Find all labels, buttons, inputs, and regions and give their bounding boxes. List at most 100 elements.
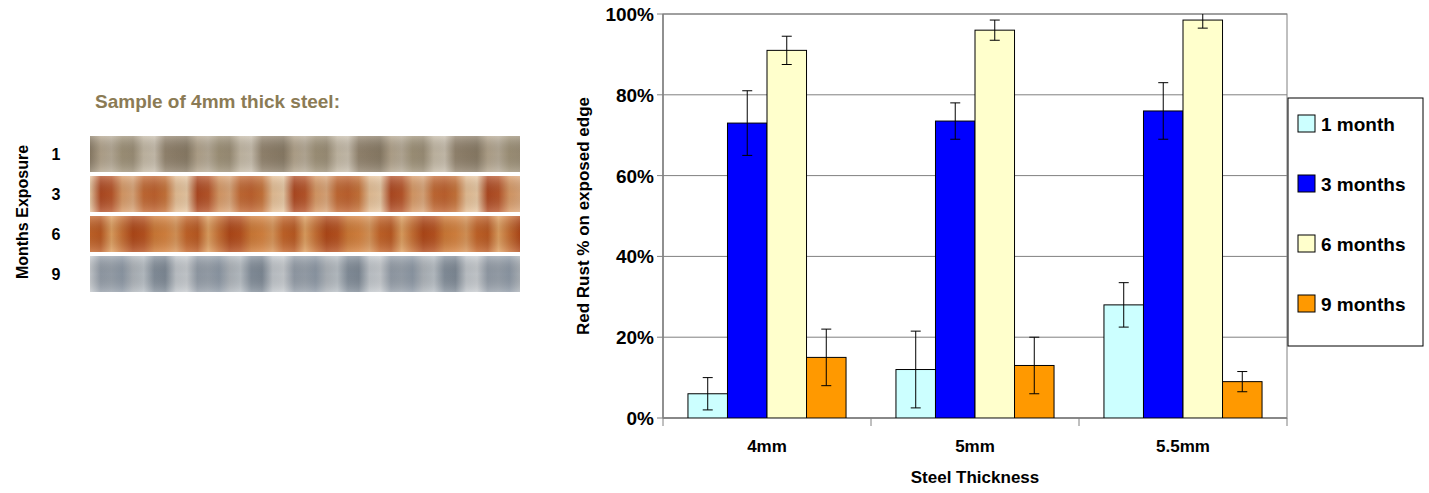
x-tick-label: 5mm [955,437,995,456]
error-bar [950,103,960,139]
legend-swatch [1298,115,1315,132]
error-bar-stem [915,331,916,408]
y-tick [657,14,663,15]
error-bar-stem [1163,83,1164,140]
error-bar-cap [821,385,831,386]
error-bar-stem [1202,14,1203,28]
error-bar-cap [782,64,792,65]
plot-frame [663,14,1287,418]
y-tick [657,418,663,419]
sample-strip [90,256,520,292]
sample-strip [90,176,520,212]
legend-label: 6 months [1321,234,1405,255]
error-bar-cap [911,331,921,332]
y-axis-line [662,14,664,418]
bar [727,123,767,418]
error-bar-cap [821,329,831,330]
sample-row-label: 6 [52,226,61,243]
sample-row-label: 1 [52,146,61,163]
error-bar [1029,337,1039,394]
legend-label: 9 months [1321,294,1405,315]
error-bar [990,20,1000,40]
error-bar-cap [1119,327,1129,328]
samples-axis-label: Months Exposure [14,145,31,279]
error-bar-stem [707,378,708,410]
x-tick [1287,418,1288,426]
error-bar-cap [1198,28,1208,29]
x-tick-label: 4mm [747,437,787,456]
bar [767,50,807,418]
y-axis-title: Red Rust % on exposed edge [574,97,593,335]
error-bar [782,36,792,64]
x-tick [871,418,872,426]
bar [1183,20,1223,418]
sample-strip-shade [90,136,520,172]
error-bar-stem [955,103,956,139]
plot-area [663,14,1287,418]
bars [688,14,1262,418]
sample-strip [90,136,520,172]
x-axis-title: Steel Thickness [911,468,1040,487]
bar [935,121,975,418]
sample-strip [90,216,520,252]
sample-strip-shade [90,216,520,252]
y-tick-label: 20% [616,327,654,348]
y-tick-label: 40% [616,246,654,267]
error-bar [742,91,752,156]
y-tick [657,256,663,257]
error-bar-cap [742,90,752,91]
y-tick-label: 0% [627,408,655,429]
error-bar [1119,283,1129,327]
legend-swatch [1298,175,1315,192]
error-bar-stem [747,91,748,156]
legend: 1 month 3 months 6 months 9 months [1288,98,1423,346]
error-bar-cap [990,20,1000,21]
y-tick-label: 60% [616,166,654,187]
bar [1143,111,1183,418]
error-bar-cap [1119,282,1129,283]
legend-swatch [1298,235,1315,252]
error-bar-cap [950,102,960,103]
error-bar [703,378,713,410]
legend-swatch [1298,295,1315,312]
x-tick-label: 5.5mm [1156,437,1210,456]
bar [975,30,1015,418]
error-bar [1158,83,1168,140]
y-tick-label: 100% [605,4,654,25]
error-bar-cap [742,155,752,156]
error-bar-cap [1158,82,1168,83]
error-bar-cap [1158,139,1168,140]
error-bar [821,329,831,386]
error-bar [911,331,921,408]
error-bar-cap [990,40,1000,41]
error-bar-cap [1237,371,1247,372]
x-tick [663,418,664,426]
error-bar-stem [826,329,827,386]
legend-label: 3 months [1321,174,1405,195]
y-tick [657,337,663,338]
error-bar-cap [950,139,960,140]
error-bar-cap [703,377,713,378]
error-bar-cap [703,409,713,410]
samples-title: Sample of 4mm thick steel: [95,91,340,112]
legend-label: 1 month [1321,114,1395,135]
sample-row-label: 3 [52,186,61,203]
error-bar-stem [786,36,787,64]
error-bar [1237,372,1247,392]
canvas: Sample of 4mm thick steel: Months Exposur… [0,0,1429,493]
y-tick [657,175,663,176]
error-bar-stem [1034,337,1035,394]
legend-box [1288,98,1423,346]
error-bar-stem [1123,283,1124,327]
error-bar-cap [782,36,792,37]
y-tick-label: 80% [616,85,654,106]
error-bar-cap [1029,337,1039,338]
sample-strip-shade [90,256,520,292]
sample-strip-shade [90,176,520,212]
sample-row-label: 9 [52,266,61,283]
error-bar-stem [1242,372,1243,392]
error-bar [1198,14,1208,28]
y-tick [657,94,663,95]
error-bar-cap [1237,391,1247,392]
x-tick [1079,418,1080,426]
